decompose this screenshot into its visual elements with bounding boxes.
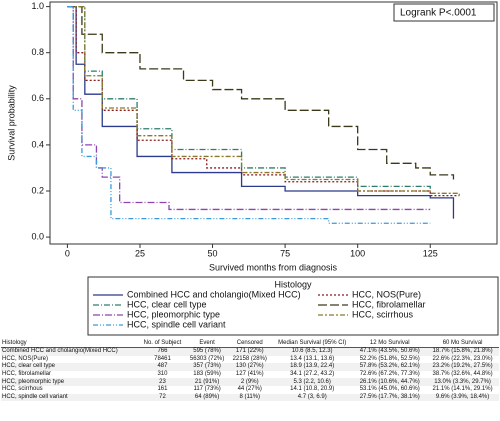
column-header: No. of Subject <box>139 340 186 348</box>
table-cell: HCC, scirrhous <box>2 386 43 393</box>
table-cell: 26.1% (10.6%, 44.7%) <box>353 378 427 386</box>
table-row: HCC, pleomorphic type 23 21 (91%) 2 (9%) 5.3… <box>1 378 499 386</box>
x-tick-label: 0 <box>65 248 70 258</box>
table-cell: 766 <box>139 347 186 356</box>
annotation-box <box>393 3 495 22</box>
table-cell: HCC, clear cell type <box>1 363 140 371</box>
table-row: Combined HCC and cholangio(Mixed HCC) 766… <box>1 347 499 356</box>
y-tick-label: 1.0 <box>31 1 44 11</box>
table-cell: 487 <box>139 363 186 371</box>
table-cell: 9.6% (3.9%, 18.4%) <box>426 393 499 402</box>
table-cell: 57.8% (53.2%, 62.1%) <box>353 363 427 371</box>
table-cell: 64 (89%) <box>185 393 229 402</box>
legend-label: HCC, pleomorphic type <box>127 309 220 319</box>
table-cell: 13.4 (13.1, 13.6) <box>290 355 335 362</box>
legend-label: Combined HCC and cholangio(Mixed HCC) <box>127 289 301 299</box>
legend-box <box>87 276 499 336</box>
table-cell: 2 (9%) <box>228 378 272 386</box>
survival-curve <box>67 5 431 211</box>
table-row: HCC, fibrolamellar 310 183 (59%) 127 (41%) 3… <box>1 371 499 379</box>
table-cell: Combined HCC and cholangio(Mixed HCC) <box>1 347 140 356</box>
table-cell: 130 (27%) <box>228 363 272 371</box>
table-cell: 5.3 (2.2, 10.6) <box>271 378 354 386</box>
table-cell: HCC, pleomorphic type <box>1 378 140 386</box>
y-tick-label: 0.4 <box>31 139 44 149</box>
legend-label: HCC, fibrolamellar <box>352 299 426 309</box>
plot-frame <box>49 1 498 245</box>
survival-curve <box>67 5 431 191</box>
table-cell: 56303 (72%) <box>189 355 225 362</box>
table-cell: 27.5% (17.7%, 38.1%) <box>353 393 427 402</box>
table-cell: HCC, fibrolamellar <box>2 371 52 378</box>
summary-table: Histology No. of Subject Event Censored Medi… <box>1 340 499 402</box>
table-cell: 595 (78%) <box>185 347 229 356</box>
column-header: 60 Mo Survival <box>426 340 499 348</box>
table-cell: 18.9 (13.9, 22.4) <box>271 363 354 371</box>
legend-label: HCC, scirrhous <box>352 309 414 319</box>
y-tick-label: 0.8 <box>31 47 44 57</box>
survival-curve <box>67 5 455 180</box>
column-header: 12 Mo Survival <box>353 340 427 348</box>
table-row: HCC, clear cell type 487 357 (73%) 130 (27%… <box>1 363 499 371</box>
table-cell: 23 <box>139 378 186 386</box>
x-tick-label: 25 <box>135 248 145 258</box>
x-tick-label: 50 <box>208 248 218 258</box>
column-header: Median Survival (95% CI) <box>271 340 354 348</box>
chart: Logrank P<.0001 Survival probability Sur… <box>6 1 499 336</box>
table-cell: 127 (41%) <box>235 371 264 378</box>
x-tick-label: 125 <box>423 248 438 258</box>
table-cell: 44 (27%) <box>237 386 262 393</box>
x-axis-label: Survived months from diagnosis <box>209 262 338 272</box>
table-cell: 78461 <box>154 355 171 362</box>
y-tick-label: 0.2 <box>31 185 44 195</box>
table-cell: HCC, NOS(Pure) <box>2 355 49 362</box>
table-cell: 38.7% (32.6%, 44.8%) <box>432 371 493 378</box>
y-tick-label: 0.0 <box>31 231 44 241</box>
legend-title: Histology <box>274 279 312 289</box>
table-cell: 72 <box>139 393 186 402</box>
table-row: HCC, scirrhous 161 117 (73%) 44 (27%) 14.1 (… <box>1 386 499 394</box>
table-cell: 52.2% (51.8%, 52.5%) <box>359 355 420 362</box>
table-cell: 47.1% (43.5%, 50.6%) <box>353 347 427 356</box>
table-cell: 22.6% (22.3%, 23.0%) <box>432 355 493 362</box>
column-header: Censored <box>228 340 272 348</box>
table-cell: 14.1 (10.8, 20.9) <box>290 386 335 393</box>
legend-label: HCC, spindle cell variant <box>127 319 226 329</box>
column-header: Histology <box>1 340 140 348</box>
table-cell: 72.6% (67.2%, 77.3%) <box>359 371 420 378</box>
legend-label: HCC, clear cell type <box>127 299 207 309</box>
table-cell: 21.1% (14.1%, 29.1%) <box>432 386 493 393</box>
table-cell: 310 <box>157 371 168 378</box>
table-cell: 18.7% (15.8%, 21.8%) <box>426 347 499 356</box>
table-cell: 171 (22%) <box>228 347 272 356</box>
table-cell: 23.2% (19.2%, 27.5%) <box>426 363 499 371</box>
table-cell: HCC, spindle cell variant <box>1 393 140 402</box>
table-cell: 34.1 (27.2, 43.2) <box>290 371 335 378</box>
table-cell: 22158 (28%) <box>232 355 267 362</box>
x-tick-label: 75 <box>280 248 290 258</box>
table-cell: 4.7 (3, 6.9) <box>271 393 354 402</box>
y-tick-label: 0.6 <box>31 93 44 103</box>
annotation: Logrank P<.0001 <box>400 8 477 19</box>
table-cell: 161 <box>157 386 168 393</box>
table-cell: 8 (11%) <box>228 393 272 402</box>
table-cell: 357 (73%) <box>185 363 229 371</box>
table-cell: 10.6 (8.5, 12.3) <box>271 347 354 356</box>
table-cell: 21 (91%) <box>185 378 229 386</box>
legend-label: HCC, NOS(Pure) <box>352 289 421 299</box>
x-tick-label: 100 <box>350 248 365 258</box>
table-cell: 183 (59%) <box>193 371 221 378</box>
table-cell: 53.1% (45.0%, 60.6%) <box>359 386 420 393</box>
table-cell: 117 (73%) <box>193 386 221 393</box>
table-row: HCC, NOS(Pure) 78461 56303 (72%) 22158 (28%… <box>1 356 499 364</box>
y-axis-label: Survival probability <box>6 85 16 161</box>
survival-curve <box>67 5 460 196</box>
table-cell: 13.0% (3.3%, 29.7%) <box>426 378 499 386</box>
survival-curve <box>67 5 460 197</box>
column-header: Event <box>185 340 229 348</box>
table-row: HCC, spindle cell variant 72 64 (89%) 8 (11… <box>1 393 499 402</box>
